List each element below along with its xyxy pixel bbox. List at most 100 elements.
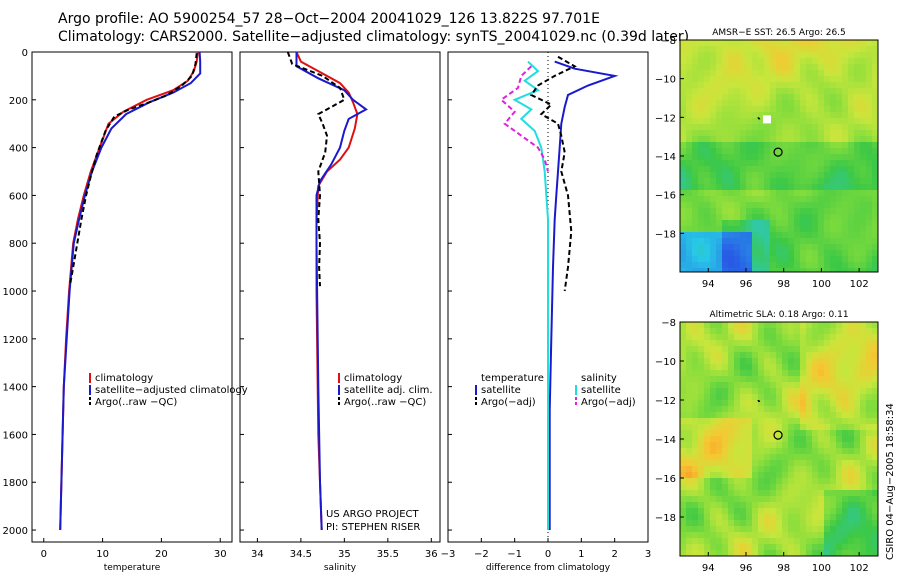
sla-map-cell [830,442,836,448]
sst-map-cell [770,154,776,160]
sla-map-cell [728,364,734,370]
sla-map-cell [686,508,692,514]
sla-map-cell [746,442,752,448]
temperature-ytick-label: 1600 [3,430,28,441]
sst-map-cell [830,118,836,124]
sst-map-cell [824,64,830,70]
sla-map-cell [854,364,860,370]
sst-map-cell [806,76,812,82]
sla-map-cell [776,352,782,358]
salinity-panel: 34 34.5 35 35.5 36salinityclimatologysatelli… [239,51,441,573]
sst-map-cell [716,166,722,172]
sst-map-cell [800,166,806,172]
sla-map-cell [776,376,782,382]
salinity-annotation-line-1: US ARGO PROJECT [326,509,420,520]
sst-map-cell [824,58,830,64]
sla-map-cell [776,370,782,376]
sla-map-cell [686,424,692,430]
sla-map-cell [716,472,722,478]
sla-map-cell [770,346,776,352]
sla-map-cell [830,526,836,532]
sst-map-cell [842,160,848,166]
sla-map-cell [758,478,764,484]
sla-map-cell [680,328,686,334]
sla-map-cell [740,400,746,406]
sst-map-cell [746,226,752,232]
sst-map-cell [800,58,806,64]
sst-map-cell [788,52,794,58]
sla-map-cell [788,412,794,418]
sst-map-cell [866,166,872,172]
sla-map-cell [680,424,686,430]
sla-map-cell [830,370,836,376]
sst-map-cell [776,76,782,82]
sla-map-cell [836,508,842,514]
sst-map-cell [854,244,860,250]
sla-map-cell [818,340,824,346]
sst-map-cell [800,202,806,208]
sst-map-cell [794,106,800,112]
sla-map-cell [710,526,716,532]
sla-map-cell [806,394,812,400]
sla-map-cell [752,400,758,406]
sst-map-cell [692,202,698,208]
sst-map-cell [800,148,806,154]
sst-map-cell [782,100,788,106]
sst-map-cell [734,40,740,46]
sla-map-cell [680,550,686,556]
sst-map-cell [788,244,794,250]
sla-map-cell [842,322,848,328]
sst-map-cell [692,100,698,106]
sla-map-cell [794,346,800,352]
sst-map-cell [872,202,878,208]
sst-map-cell [782,124,788,130]
sst-map-cell [746,130,752,136]
sla-map-cell [758,430,764,436]
sst-map-cell [770,46,776,52]
difference-right-legend-label: salinity [581,373,617,384]
sst-map-cell [872,88,878,94]
sst-map-cell [782,148,788,154]
sla-map-cell [680,322,686,328]
sst-map-cell [746,124,752,130]
sla-map-cell [722,412,728,418]
sst-map-cell [686,196,692,202]
sst-map-cell [824,262,830,268]
sla-map-island-marker [757,400,761,402]
sla-map-cell [746,382,752,388]
sla-map-cell [728,478,734,484]
sla-map-cell [800,538,806,544]
sla-map-cell [866,388,872,394]
sst-map-cell [860,130,866,136]
sla-map-cell [866,364,872,370]
sla-map-cell [752,322,758,328]
sst-map-cell [704,202,710,208]
sla-map-cell [842,478,848,484]
sla-map-cell [860,436,866,442]
sst-map-cell [782,46,788,52]
sla-map-cell [704,334,710,340]
sst-map-cell [698,262,704,268]
sla-map-cell [806,484,812,490]
sst-map-cell [686,76,692,82]
sla-map-cell [788,508,794,514]
sst-map-cell [692,82,698,88]
sst-map-cell [776,226,782,232]
sla-map-cell [776,412,782,418]
sst-map-cell [740,166,746,172]
sla-map-cell [710,538,716,544]
sla-map-cell [692,472,698,478]
sst-map-cell [698,172,704,178]
sst-map-cell [704,268,710,272]
sst-map-cell [746,100,752,106]
sst-map-cell [812,100,818,106]
sla-map-cell [710,376,716,382]
sla-map-cell [836,388,842,394]
sla-map-cell [872,532,878,538]
sla-map-cell [710,322,716,328]
sla-map-ytick-label: −18 [655,513,676,524]
sst-map-cell [818,40,824,46]
sst-map-cell [872,178,878,184]
sst-map-cell [680,184,686,190]
sst-map-cell [836,142,842,148]
